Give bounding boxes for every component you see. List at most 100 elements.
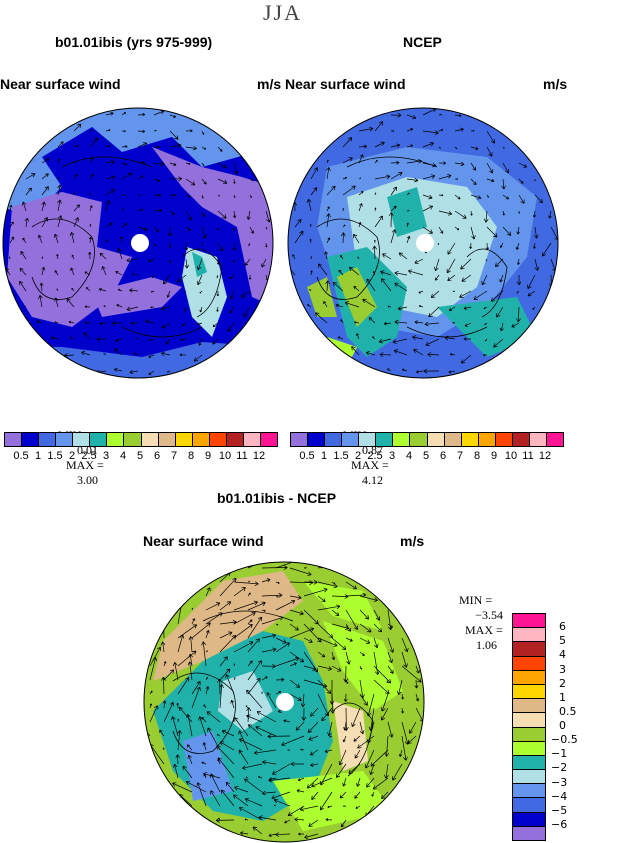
wind-vector (340, 254, 344, 260)
wind-vector (422, 130, 439, 135)
wind-vector (406, 144, 414, 148)
wind-vector (373, 679, 390, 695)
wind-vector (163, 669, 175, 681)
wind-vector (161, 676, 166, 695)
colorbar-label: 1 (320, 450, 328, 462)
wind-vector (217, 210, 227, 219)
wind-vector (324, 251, 328, 260)
colorbar-swatch (427, 433, 445, 446)
wind-vector (169, 210, 175, 216)
colorbar-label: −4 (551, 789, 568, 803)
colorbar-label: 4 (559, 648, 566, 662)
wind-vector (114, 348, 123, 356)
colorbar-label: 11 (522, 450, 534, 462)
wind-vector (452, 290, 456, 293)
colorbar-label: −5 (551, 803, 568, 817)
wind-vector (357, 256, 360, 260)
wind-vector (115, 338, 123, 342)
wind-vector (261, 676, 268, 681)
wind-vector (387, 368, 392, 372)
wind-vector (454, 226, 460, 231)
wind-vector (89, 129, 93, 132)
wind-vector (232, 226, 235, 231)
wind-vector (354, 749, 361, 759)
wind-vector (9, 236, 15, 244)
wind-vector (343, 665, 349, 683)
wind-vector (342, 208, 345, 212)
wind-vector (392, 763, 403, 781)
wind-vector (247, 580, 251, 583)
wind-vector (57, 199, 62, 212)
wind-vector (121, 208, 124, 212)
wind-vector (289, 662, 297, 667)
wind-vector (172, 661, 179, 681)
wind-vector (275, 642, 291, 653)
wind-vector (191, 607, 194, 611)
wind-vector (406, 235, 411, 244)
wind-vector (238, 749, 249, 765)
wind-vector (121, 172, 133, 180)
colorbar-label: 2 (559, 676, 566, 690)
wind-vector (265, 210, 271, 223)
colorbar-swatch (90, 433, 108, 446)
wind-vector (398, 252, 408, 260)
wind-vector (292, 254, 296, 260)
wind-vector (227, 322, 235, 332)
wind-vector (374, 159, 378, 164)
wind-vector (9, 204, 13, 212)
wind-vector (407, 735, 417, 744)
wind-vector (357, 735, 375, 749)
wind-vector (161, 351, 171, 356)
wind-vector (167, 370, 171, 373)
wind-vector (309, 224, 312, 228)
colorbar-swatch (444, 433, 462, 446)
wind-vector (308, 819, 319, 827)
wind-vector (148, 258, 155, 263)
wind-vector (219, 668, 231, 681)
wind-vector (304, 833, 319, 840)
wind-vector (486, 226, 498, 238)
wind-vector (183, 306, 187, 312)
wind-vector (353, 233, 360, 244)
wind-vector (73, 217, 79, 228)
wind-vector (393, 349, 408, 356)
wind-vector (481, 274, 488, 286)
wind-vector (233, 663, 236, 667)
wind-vector (401, 707, 404, 714)
wind-vector (275, 581, 280, 584)
wind-vector (317, 604, 341, 611)
wind-vector (131, 272, 139, 276)
wind-vector (186, 744, 193, 751)
wind-vector (392, 338, 408, 344)
wind-vector (41, 186, 49, 196)
wind-vector (448, 370, 456, 374)
wind-vector (233, 178, 236, 184)
wind-vector (166, 290, 171, 298)
wind-vector (41, 173, 49, 180)
wind-vector (359, 693, 368, 706)
wind-vector (463, 306, 472, 310)
wind-vector (454, 114, 462, 118)
wind-vector (418, 290, 424, 294)
wind-vector (289, 595, 302, 600)
colorbar-swatch (513, 642, 545, 657)
season-title: JJA (262, 0, 302, 25)
wind-vector (354, 321, 360, 324)
wind-vector (81, 351, 91, 356)
wind-vector (398, 749, 403, 757)
wind-vector (422, 205, 434, 212)
wind-vector (205, 602, 221, 611)
wind-vector (105, 200, 111, 212)
wind-vector (454, 210, 467, 219)
wind-vector (326, 213, 331, 228)
wind-vector (271, 791, 291, 800)
colorbar-swatch (56, 433, 74, 446)
wind-vector (149, 646, 162, 667)
colorbar-panel1-labels: 0.5 1 1.5 2 2.5 3 4 5 6 7 8 9 10 11 12 (4, 450, 276, 464)
wind-vector (394, 282, 408, 292)
wind-vector (499, 274, 504, 283)
wind-vector (527, 274, 536, 289)
wind-vector (548, 210, 552, 219)
wind-vector (356, 777, 361, 787)
colorbar-swatch (546, 433, 563, 446)
